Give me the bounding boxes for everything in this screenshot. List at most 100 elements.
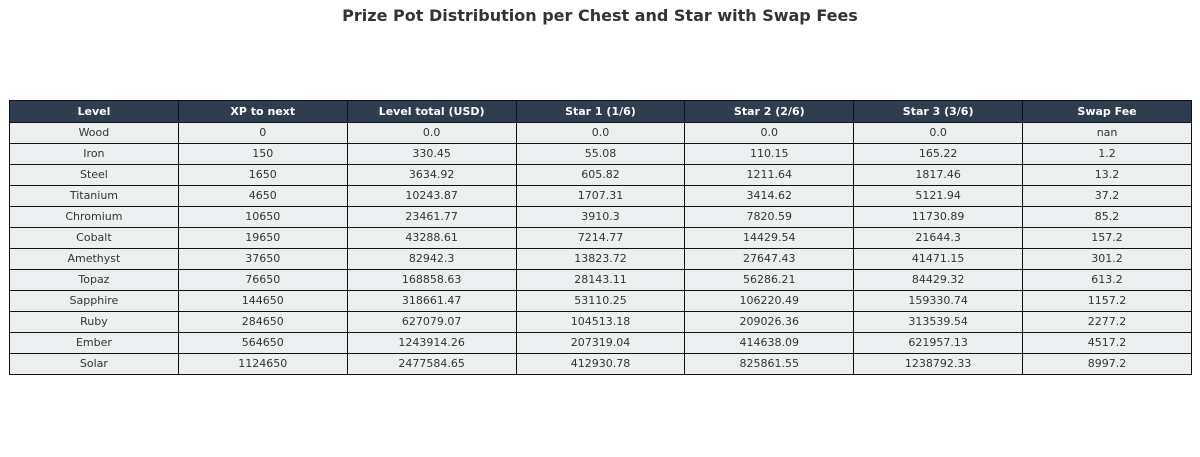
table-cell: 605.82: [515, 164, 686, 186]
table-cell: 150: [177, 143, 348, 165]
table-cell: 19650: [177, 227, 348, 249]
table-cell: 56286.21: [684, 269, 855, 291]
column-header: Star 3 (3/6): [853, 100, 1024, 123]
table-row: Topaz 76650 168858.63 28143.11 56286.21 84429…: [9, 269, 1192, 291]
table-cell: 104513.18: [515, 311, 686, 333]
table-cell: Wood: [9, 122, 179, 144]
table-cell: 4517.2: [1022, 332, 1192, 354]
table-cell: 8997.2: [1022, 353, 1192, 375]
table-cell: 414638.09: [684, 332, 855, 354]
table-cell: 85.2: [1022, 206, 1192, 228]
table-cell: 23461.77: [346, 206, 517, 228]
table-cell: 0: [177, 122, 348, 144]
table-row: Iron 150 330.45 55.08 110.15 165.22 1.2: [9, 143, 1192, 165]
table-cell: 43288.61: [346, 227, 517, 249]
table-cell: 318661.47: [346, 290, 517, 312]
table-row: Sapphire 144650 318661.47 53110.25 106220.49…: [9, 290, 1192, 312]
table-row: Ruby 284650 627079.07 104513.18 209026.36 313…: [9, 311, 1192, 333]
table-cell: 53110.25: [515, 290, 686, 312]
table-cell: 4650: [177, 185, 348, 207]
table-cell: 0.0: [684, 122, 855, 144]
table-cell: 1238792.33: [853, 353, 1024, 375]
table-cell: 825861.55: [684, 353, 855, 375]
table-cell: 1124650: [177, 353, 348, 375]
table-cell: 0.0: [515, 122, 686, 144]
table-cell: 627079.07: [346, 311, 517, 333]
table-cell: 1157.2: [1022, 290, 1192, 312]
table-cell: Solar: [9, 353, 179, 375]
table-cell: 28143.11: [515, 269, 686, 291]
table-cell: 2277.2: [1022, 311, 1192, 333]
table-cell: 313539.54: [853, 311, 1024, 333]
table-row: Ember 564650 1243914.26 207319.04 414638.09 6…: [9, 332, 1192, 354]
table-row: Chromium 10650 23461.77 3910.3 7820.59 11730.…: [9, 206, 1192, 228]
table-cell: 0.0: [346, 122, 517, 144]
table-cell: 1211.64: [684, 164, 855, 186]
table-cell: 27647.43: [684, 248, 855, 270]
table-cell: 3634.92: [346, 164, 517, 186]
table-cell: 0.0: [853, 122, 1024, 144]
column-header: Level: [9, 100, 179, 123]
table-cell: 613.2: [1022, 269, 1192, 291]
table-cell: Topaz: [9, 269, 179, 291]
table-cell: Sapphire: [9, 290, 179, 312]
table-cell: 21644.3: [853, 227, 1024, 249]
table-cell: 3414.62: [684, 185, 855, 207]
table-cell: 13823.72: [515, 248, 686, 270]
table-cell: 10650: [177, 206, 348, 228]
table-cell: 11730.89: [853, 206, 1024, 228]
table-cell: nan: [1022, 122, 1192, 144]
table-cell: Iron: [9, 143, 179, 165]
table-cell: 1243914.26: [346, 332, 517, 354]
table-header: Level XP to next Level total (USD) Star 1 (…: [9, 100, 1192, 123]
table-cell: 76650: [177, 269, 348, 291]
table-cell: 7214.77: [515, 227, 686, 249]
table-cell: 168858.63: [346, 269, 517, 291]
table-cell: 2477584.65: [346, 353, 517, 375]
table-cell: Ruby: [9, 311, 179, 333]
data-table-container: Level XP to next Level total (USD) Star 1 (…: [9, 100, 1192, 375]
table-cell: 144650: [177, 290, 348, 312]
data-table: Level XP to next Level total (USD) Star 1 (…: [9, 100, 1192, 375]
chart-title: Prize Pot Distribution per Chest and Sta…: [342, 6, 858, 25]
table-cell: 1707.31: [515, 185, 686, 207]
table-cell: 165.22: [853, 143, 1024, 165]
table-cell: 412930.78: [515, 353, 686, 375]
column-header: Level total (USD): [346, 100, 517, 123]
table-cell: 110.15: [684, 143, 855, 165]
table-cell: 37650: [177, 248, 348, 270]
table-cell: 14429.54: [684, 227, 855, 249]
table-body: Wood 0 0.0 0.0 0.0 0.0 nan Iron 150 330.45 55.08 11…: [9, 122, 1192, 375]
table-row: Wood 0 0.0 0.0 0.0 0.0 nan: [9, 122, 1192, 144]
table-cell: 106220.49: [684, 290, 855, 312]
table-row: Amethyst 37650 82942.3 13823.72 27647.43 4147…: [9, 248, 1192, 270]
table-cell: 157.2: [1022, 227, 1192, 249]
column-header: XP to next: [177, 100, 348, 123]
table-cell: Titanium: [9, 185, 179, 207]
table-cell: Cobalt: [9, 227, 179, 249]
table-row: Cobalt 19650 43288.61 7214.77 14429.54 21644.…: [9, 227, 1192, 249]
table-cell: 55.08: [515, 143, 686, 165]
table-row: Solar 1124650 2477584.65 412930.78 825861.55…: [9, 353, 1192, 375]
table-cell: 82942.3: [346, 248, 517, 270]
table-cell: 621957.13: [853, 332, 1024, 354]
table-cell: 3910.3: [515, 206, 686, 228]
table-cell: 209026.36: [684, 311, 855, 333]
table-cell: Steel: [9, 164, 179, 186]
table-cell: 13.2: [1022, 164, 1192, 186]
table-cell: 1650: [177, 164, 348, 186]
table-cell: 10243.87: [346, 185, 517, 207]
table-cell: 284650: [177, 311, 348, 333]
table-cell: 159330.74: [853, 290, 1024, 312]
table-cell: 301.2: [1022, 248, 1192, 270]
header-row: Level XP to next Level total (USD) Star 1 (…: [9, 100, 1192, 123]
table-cell: 84429.32: [853, 269, 1024, 291]
table-row: Titanium 4650 10243.87 1707.31 3414.62 5121.9…: [9, 185, 1192, 207]
table-cell: 564650: [177, 332, 348, 354]
table-cell: Chromium: [9, 206, 179, 228]
column-header: Swap Fee: [1022, 100, 1192, 123]
table-cell: 37.2: [1022, 185, 1192, 207]
table-cell: 1817.46: [853, 164, 1024, 186]
table-cell: 5121.94: [853, 185, 1024, 207]
table-cell: 207319.04: [515, 332, 686, 354]
